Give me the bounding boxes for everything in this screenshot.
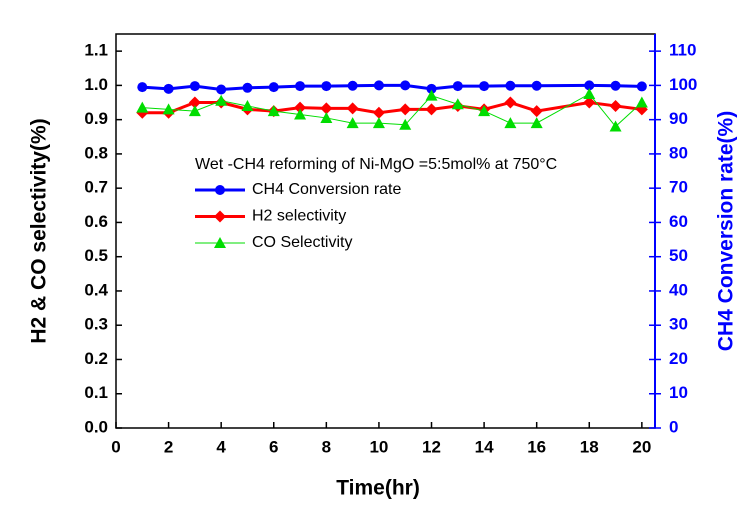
marker [267,105,280,117]
marker [399,118,412,130]
x-tick-label: 18 [580,437,599,456]
x-axis-label: Time(hr) [336,477,420,500]
x-tick-label: 14 [475,437,494,456]
y2-tick-label: 40 [669,280,688,299]
y-tick-label: 0.3 [84,315,108,334]
y2-axis-label: CH4 Conversion rate(%) [715,111,738,351]
x-tick-label: 8 [322,437,331,456]
marker [372,117,385,129]
legend-label: H2 selectivity [252,208,346,225]
marker [505,80,516,91]
marker [189,81,200,92]
marker [294,101,307,114]
y2-tick-label: 50 [669,246,688,265]
marker [321,81,332,92]
plot-frame [115,33,656,429]
marker [636,81,647,92]
x-tick-label: 0 [111,437,120,456]
y-tick-label: 0.7 [84,178,108,197]
marker [531,80,542,91]
marker [294,108,307,120]
x-tick-label: 4 [216,437,226,456]
x-tick-label: 20 [632,437,651,456]
marker [163,83,174,94]
y-tick-label: 0.6 [84,212,108,231]
marker [268,82,279,93]
marker [583,96,596,109]
marker [320,111,333,123]
marker [479,81,490,92]
marker [425,89,438,101]
y2-tick-label: 100 [669,75,697,94]
marker [136,101,149,113]
marker [504,96,517,109]
y-tick-label: 0.4 [84,280,108,299]
marker [530,117,543,129]
marker [347,80,358,91]
legend-marker [214,237,226,248]
y2-tick-label: 0 [669,417,678,436]
y-tick-label: 0.9 [84,109,108,128]
y2-tick-label: 70 [669,178,688,197]
marker [635,96,648,108]
marker [373,80,384,91]
y-tick-label: 1.0 [84,75,108,94]
marker [426,83,437,94]
marker [320,102,333,115]
y2-tick-label: 30 [669,315,688,334]
marker [162,103,175,115]
marker [583,87,596,99]
y-tick-label: 0.2 [84,349,108,368]
marker [400,80,411,91]
marker [216,84,227,95]
marker [609,99,622,112]
legend-marker [214,210,226,223]
x-tick-label: 16 [527,437,546,456]
marker [215,94,228,106]
y2-tick-label: 80 [669,143,688,162]
marker [584,80,595,91]
y-axis-label: H2 & CO selectivity(%) [28,118,51,343]
y2-tick-label: 90 [669,109,688,128]
marker [137,82,148,93]
marker [188,105,201,117]
x-tick-label: 6 [269,437,278,456]
x-tick-label: 10 [369,437,388,456]
marker [609,120,622,132]
y2-tick-label: 20 [669,349,688,368]
y-tick-label: 0.5 [84,246,108,265]
y2-tick-label: 60 [669,212,688,231]
marker [372,106,385,119]
marker [242,82,253,93]
annotation: Wet -CH4 reforming of Ni-MgO =5:5mol% at… [195,156,557,173]
marker [478,105,491,117]
legend-marker [215,185,225,195]
marker [530,105,543,118]
y2-tick-label: 10 [669,383,688,402]
marker [452,81,463,92]
marker [399,103,412,116]
y-tick-label: 0.8 [84,143,108,162]
x-tick-label: 2 [164,437,173,456]
marker [295,81,306,92]
y-tick-label: 0.0 [84,417,108,436]
marker [451,98,464,110]
marker [504,117,517,129]
y-tick-label: 0.1 [84,383,108,402]
marker [425,103,438,116]
legend-label: CO Selectivity [252,234,352,251]
marker [346,117,359,129]
y2-tick-label: 110 [669,41,696,60]
marker [610,80,621,91]
y-tick-label: 1.1 [84,41,108,60]
x-tick-label: 12 [422,437,441,456]
marker [188,96,201,109]
legend-label: CH4 Conversion rate [252,181,402,198]
marker [346,102,359,115]
marker [241,99,254,111]
